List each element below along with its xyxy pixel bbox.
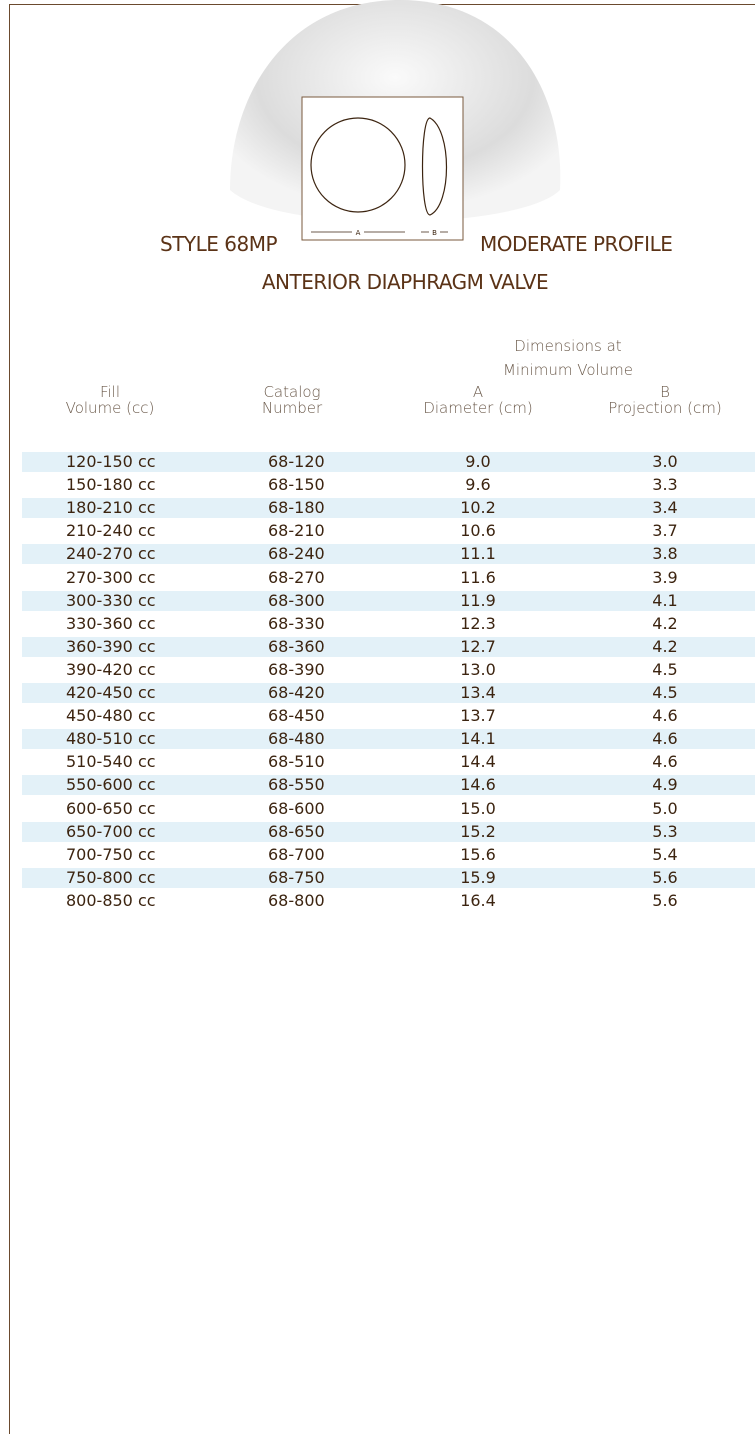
table-cell: 68-700 <box>268 845 325 865</box>
table-cell: 13.0 <box>418 660 538 680</box>
table-cell: 3.8 <box>605 544 725 564</box>
table-cell: 68-360 <box>268 637 325 657</box>
table-cell: 68-300 <box>268 591 325 611</box>
table-cell: 300-330 cc <box>66 591 156 611</box>
table-cell: 240-270 cc <box>66 544 156 564</box>
table-cell: 5.0 <box>605 799 725 819</box>
group-header: Minimum Volume <box>468 358 668 382</box>
table-cell: 4.2 <box>605 614 725 634</box>
table-cell: 68-550 <box>268 775 325 795</box>
table-cell: 68-800 <box>268 891 325 911</box>
column-header: Number <box>192 400 392 417</box>
table-cell: 550-600 cc <box>66 775 156 795</box>
table-cell: 14.6 <box>418 775 538 795</box>
column-header: Diameter (cm) <box>378 400 578 417</box>
table-cell: 150-180 cc <box>66 475 156 495</box>
table-cell: 14.4 <box>418 752 538 772</box>
table-cell: 4.5 <box>605 660 725 680</box>
table-cell: 3.7 <box>605 521 725 541</box>
table-cell: 68-210 <box>268 521 325 541</box>
table-cell: 12.7 <box>418 637 538 657</box>
diagram-box <box>302 97 463 240</box>
table-cell: 68-120 <box>268 452 325 472</box>
table-cell: 68-270 <box>268 568 325 588</box>
table-cell: 4.6 <box>605 706 725 726</box>
table-cell: 800-850 cc <box>66 891 156 911</box>
table-cell: 12.3 <box>418 614 538 634</box>
table-cell: 15.2 <box>418 822 538 842</box>
table-cell: 510-540 cc <box>66 752 156 772</box>
table-cell: 68-240 <box>268 544 325 564</box>
column-header: Volume (cc) <box>10 400 210 417</box>
table-cell: 68-390 <box>268 660 325 680</box>
table-cell: 15.9 <box>418 868 538 888</box>
table-cell: 120-150 cc <box>66 452 156 472</box>
table-cell: 68-150 <box>268 475 325 495</box>
table-cell: 10.2 <box>418 498 538 518</box>
table-cell: 3.0 <box>605 452 725 472</box>
table-cell: 11.6 <box>418 568 538 588</box>
table-cell: 420-450 cc <box>66 683 156 703</box>
table-cell: 68-750 <box>268 868 325 888</box>
table-cell: 330-360 cc <box>66 614 156 634</box>
table-cell: 450-480 cc <box>66 706 156 726</box>
table-cell: 9.0 <box>418 452 538 472</box>
table-cell: 5.6 <box>605 868 725 888</box>
table-cell: 360-390 cc <box>66 637 156 657</box>
table-cell: 14.1 <box>418 729 538 749</box>
table-cell: 16.4 <box>418 891 538 911</box>
table-cell: 68-650 <box>268 822 325 842</box>
title-right: MODERATE PROFILE <box>480 232 672 256</box>
table-cell: 11.9 <box>418 591 538 611</box>
table-cell: 4.2 <box>605 637 725 657</box>
table-cell: 9.6 <box>418 475 538 495</box>
table-cell: 180-210 cc <box>66 498 156 518</box>
table-cell: 5.3 <box>605 822 725 842</box>
table-cell: 480-510 cc <box>66 729 156 749</box>
column-header: Projection (cm) <box>565 400 755 417</box>
table-cell: 68-510 <box>268 752 325 772</box>
group-header: Dimensions at <box>468 334 668 358</box>
table-cell: 68-480 <box>268 729 325 749</box>
table-cell: 15.0 <box>418 799 538 819</box>
title-left: STYLE 68MP <box>160 232 277 256</box>
table-cell: 3.9 <box>605 568 725 588</box>
table-cell: 68-330 <box>268 614 325 634</box>
table-cell: 5.6 <box>605 891 725 911</box>
table-cell: 15.6 <box>418 845 538 865</box>
table-cell: 13.4 <box>418 683 538 703</box>
table-cell: 390-420 cc <box>66 660 156 680</box>
table-cell: 68-600 <box>268 799 325 819</box>
table-cell: 270-300 cc <box>66 568 156 588</box>
implant-illustration: A B <box>0 0 755 245</box>
table-cell: 3.3 <box>605 475 725 495</box>
table-cell: 4.5 <box>605 683 725 703</box>
table-cell: 5.4 <box>605 845 725 865</box>
table-cell: 4.6 <box>605 729 725 749</box>
table-cell: 13.7 <box>418 706 538 726</box>
diagram-label: B <box>432 229 437 237</box>
page: A B STYLE 68MP MODERATE PROFILE ANTERIOR… <box>0 0 755 1434</box>
table-cell: 68-180 <box>268 498 325 518</box>
table-cell: 11.1 <box>418 544 538 564</box>
table-cell: 650-700 cc <box>66 822 156 842</box>
table-cell: 68-420 <box>268 683 325 703</box>
table-cell: 3.4 <box>605 498 725 518</box>
table-cell: 600-650 cc <box>66 799 156 819</box>
table-cell: 4.6 <box>605 752 725 772</box>
table-cell: 4.1 <box>605 591 725 611</box>
table-cell: 750-800 cc <box>66 868 156 888</box>
diagram-label: A <box>356 229 361 237</box>
subtitle: ANTERIOR DIAPHRAGM VALVE <box>205 270 605 294</box>
table-cell: 10.6 <box>418 521 538 541</box>
table-cell: 700-750 cc <box>66 845 156 865</box>
table-cell: 4.9 <box>605 775 725 795</box>
table-cell: 210-240 cc <box>66 521 156 541</box>
table-cell: 68-450 <box>268 706 325 726</box>
